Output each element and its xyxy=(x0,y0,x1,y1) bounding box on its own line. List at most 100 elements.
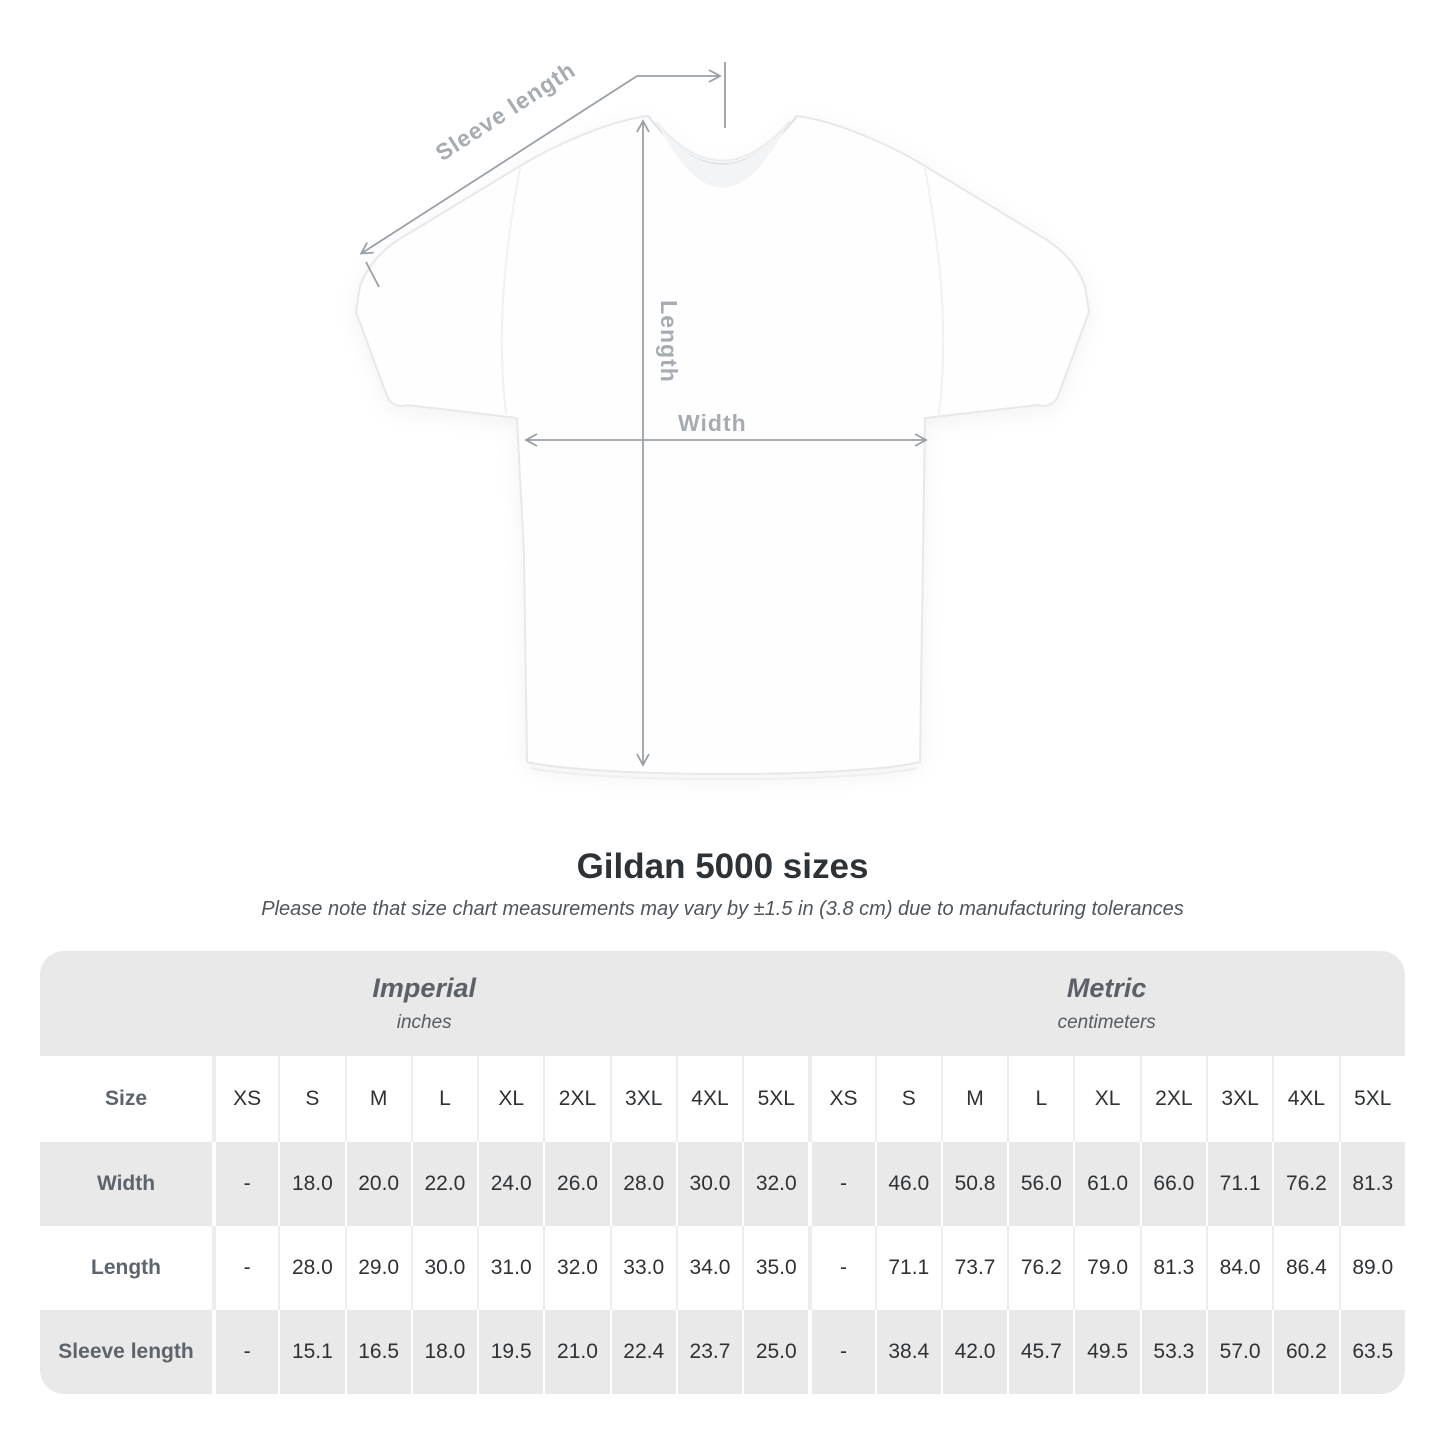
measurement-cell: 22.4 xyxy=(609,1310,676,1394)
length-dimension-label: Length xyxy=(655,300,682,383)
measurement-cell: 71.1 xyxy=(874,1226,941,1310)
measurement-cell: 60.2 xyxy=(1272,1310,1339,1394)
size-header-cell: 3XL xyxy=(1205,1056,1273,1142)
measurement-cell: 35.0 xyxy=(742,1226,809,1310)
size-header-cell: 5XL xyxy=(1338,1056,1405,1142)
measurement-cell: 45.7 xyxy=(1007,1310,1074,1394)
measurement-cell: 31.0 xyxy=(477,1226,544,1310)
measurement-cell: 53.3 xyxy=(1139,1310,1206,1394)
measurement-cell: 25.0 xyxy=(742,1310,809,1394)
size-header-cell: L xyxy=(410,1056,478,1142)
size-header-cell: 3XL xyxy=(609,1056,676,1142)
table-row: Width -18.0 20.0 22.0 24.0 26.0 28.0 30.0 32.0-4… xyxy=(40,1142,1405,1226)
measurement-cell: 38.4 xyxy=(874,1310,941,1394)
measurement-cell: 19.5 xyxy=(477,1310,544,1394)
measurement-cell: 89.0 xyxy=(1338,1226,1405,1310)
size-header-cell: XS xyxy=(212,1056,279,1142)
measurement-cell: 26.0 xyxy=(543,1142,610,1226)
imperial-group-title: Imperial xyxy=(372,973,476,1003)
measurement-cell: 63.5 xyxy=(1338,1310,1405,1394)
measurement-cell: 30.0 xyxy=(410,1226,478,1310)
measurement-cell: 73.7 xyxy=(940,1226,1008,1310)
size-header-cell: M xyxy=(344,1056,411,1142)
row-label: Length xyxy=(40,1226,212,1310)
measurement-cell: 32.0 xyxy=(543,1226,610,1310)
measurement-cell: 56.0 xyxy=(1007,1142,1074,1226)
dimension-lines xyxy=(359,62,928,767)
measurement-cell: 18.0 xyxy=(278,1142,345,1226)
sleeve-length-arrow xyxy=(359,62,726,288)
measurement-cell: 86.4 xyxy=(1272,1226,1339,1310)
measurement-cell: 42.0 xyxy=(940,1310,1008,1394)
measurement-cell: 71.1 xyxy=(1205,1142,1273,1226)
measurement-cell: - xyxy=(212,1226,279,1310)
size-header-cell: M xyxy=(940,1056,1008,1142)
neck-opening-shadow xyxy=(658,123,788,188)
measurement-cell: 76.2 xyxy=(1007,1226,1074,1310)
measurement-cell: 18.0 xyxy=(410,1310,478,1394)
measurement-cell: 50.8 xyxy=(940,1142,1008,1226)
measurement-cell: 76.2 xyxy=(1272,1142,1339,1226)
measurement-cell: 30.0 xyxy=(675,1142,743,1226)
table-row: Length -28.0 29.0 30.0 31.0 32.0 33.0 34.0 35.0-… xyxy=(40,1226,1405,1310)
measurement-cell: 57.0 xyxy=(1205,1310,1273,1394)
measurement-cell: - xyxy=(808,1226,875,1310)
measurement-cell: 21.0 xyxy=(543,1310,610,1394)
measurement-cell: 15.1 xyxy=(278,1310,345,1394)
metric-group-unit: centimeters xyxy=(1057,1012,1156,1033)
unit-group-header-row: Imperial inches Metric centimeters xyxy=(40,951,1405,1056)
measurement-cell: 81.3 xyxy=(1139,1226,1206,1310)
measurement-cell: 61.0 xyxy=(1073,1142,1140,1226)
size-header-cell: 4XL xyxy=(1272,1056,1339,1142)
size-chart-table: Imperial inches Metric centimeters Size … xyxy=(40,951,1405,1394)
measurement-cell: - xyxy=(808,1142,875,1226)
measurement-cell: 20.0 xyxy=(344,1142,411,1226)
measurement-cell: 16.5 xyxy=(344,1310,411,1394)
size-header-cell: 2XL xyxy=(1139,1056,1206,1142)
size-header-cell: XL xyxy=(1073,1056,1140,1142)
size-header-cell: XS xyxy=(808,1056,875,1142)
measurement-cell: 33.0 xyxy=(609,1226,676,1310)
measurement-cell: 46.0 xyxy=(874,1142,941,1226)
page-title: Gildan 5000 sizes xyxy=(576,847,869,886)
metric-group-header: Metric centimeters xyxy=(808,951,1405,1056)
measurement-cell: 34.0 xyxy=(675,1226,743,1310)
measurement-cell: 28.0 xyxy=(278,1226,345,1310)
row-label: Sleeve length xyxy=(40,1310,212,1394)
measurement-cell: 22.0 xyxy=(410,1142,478,1226)
size-header-cell: XL xyxy=(477,1056,544,1142)
size-column-header: Size xyxy=(104,1087,148,1110)
measurement-cell: 32.0 xyxy=(742,1142,809,1226)
measurement-cell: 84.0 xyxy=(1205,1226,1273,1310)
imperial-group-header: Imperial inches xyxy=(40,951,809,1056)
tshirt-illustration xyxy=(354,62,1091,781)
left-sleeve-seam xyxy=(500,167,521,415)
measurement-cell: 49.5 xyxy=(1073,1310,1140,1394)
measurement-cell: 66.0 xyxy=(1139,1142,1206,1226)
tshirt-measurement-diagram: Sleeve length Length Width xyxy=(354,56,1091,781)
measurement-cell: 24.0 xyxy=(477,1142,544,1226)
measurement-cell: 28.0 xyxy=(609,1142,676,1226)
width-dimension-label: Width xyxy=(678,410,747,436)
table-row: Sleeve length -15.1 16.5 18.0 19.5 21.0 22.4 23… xyxy=(40,1310,1405,1394)
tshirt-shape xyxy=(354,114,1091,781)
measurement-cell: - xyxy=(212,1142,279,1226)
measurement-cell: 81.3 xyxy=(1338,1142,1405,1226)
hem-shadow-line xyxy=(529,767,918,781)
measurement-cell: 79.0 xyxy=(1073,1226,1140,1310)
size-header-cell: S xyxy=(278,1056,345,1142)
imperial-group-unit: inches xyxy=(396,1012,452,1033)
right-sleeve-seam xyxy=(924,167,945,415)
size-header-cell: S xyxy=(874,1056,941,1142)
size-header-cell: 2XL xyxy=(543,1056,610,1142)
size-header-row: Size XS S M L XL 2XL 3XL 4XL 5XL XS S M L XL 2XL 3XL 4XL… xyxy=(40,1056,1405,1142)
row-label: Width xyxy=(40,1142,212,1226)
measurement-cell: - xyxy=(808,1310,875,1394)
tolerance-note: Please note that size chart measurements… xyxy=(261,898,1184,920)
measurement-cell: 23.7 xyxy=(675,1310,743,1394)
size-header-cell: 5XL xyxy=(742,1056,809,1142)
size-header-cell: 4XL xyxy=(675,1056,743,1142)
size-header-cell: L xyxy=(1007,1056,1074,1142)
measurement-cell: - xyxy=(212,1310,279,1394)
metric-group-title: Metric xyxy=(1066,973,1147,1003)
